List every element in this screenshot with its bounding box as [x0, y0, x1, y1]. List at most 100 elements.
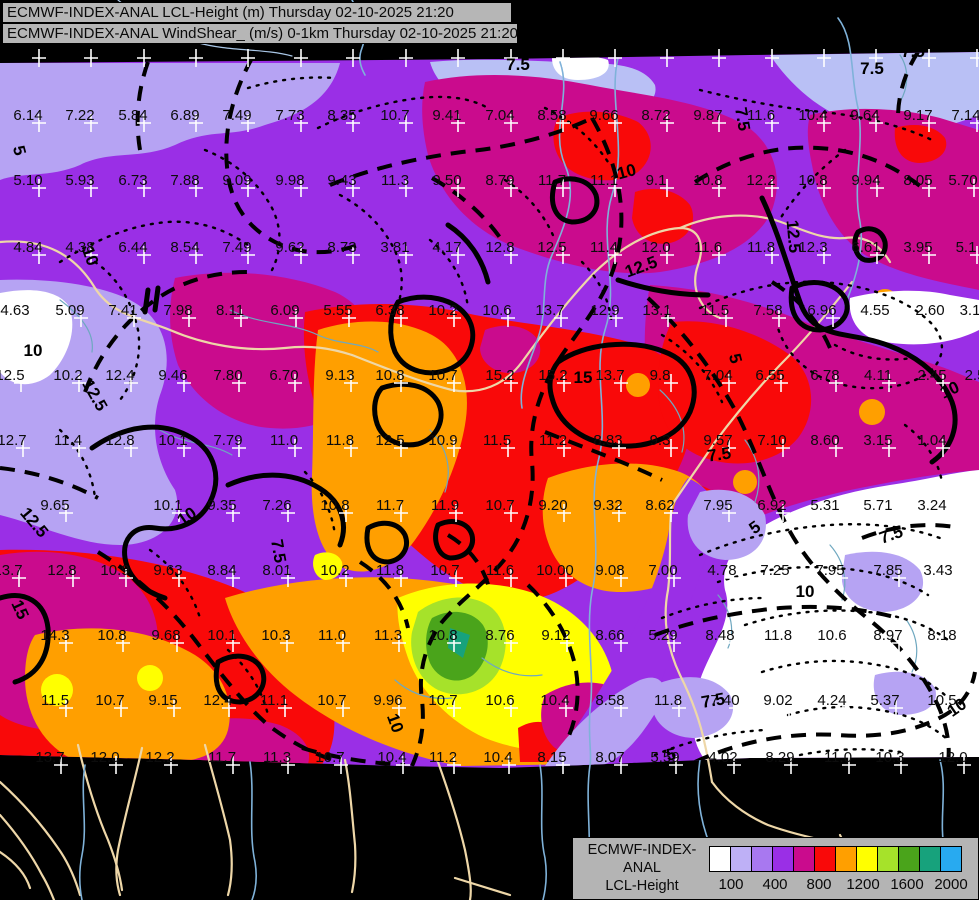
grid-value-label: 10.9	[100, 562, 129, 579]
contour-label: 7.5	[506, 55, 530, 74]
grid-cross	[957, 756, 971, 774]
grid-cross	[765, 49, 779, 67]
legend-model-name: ECMWF-INDEX-ANAL	[587, 842, 697, 876]
grid-value-label: 11.4	[590, 239, 618, 256]
grid-value-label: 10.7	[428, 367, 457, 384]
grid-value-label: 6.14	[13, 107, 42, 124]
grid-value-label: 10.1	[207, 627, 236, 644]
grid-value-label: 11.2	[539, 432, 567, 449]
grid-value-label: 8.01	[262, 562, 291, 579]
grid-cross	[609, 309, 623, 327]
legend-color-swatches	[709, 846, 962, 872]
grid-value-label: 8.18	[927, 627, 956, 644]
grid-cross	[504, 504, 518, 522]
grid-value-label: 9.1	[646, 172, 667, 189]
grid-value-label: 7.85	[873, 562, 902, 579]
grid-value-label: 12.8	[105, 432, 134, 449]
grid-value-label: 6.09	[270, 302, 299, 319]
grid-value-label: 12.4	[105, 367, 134, 384]
grid-cross	[54, 756, 68, 774]
grid-value-label: 11.5	[483, 432, 511, 449]
grid-cross	[16, 439, 30, 457]
grid-cross	[346, 49, 360, 67]
grid-value-label: 10.6	[485, 692, 514, 709]
grid-value-label: 12.2	[746, 172, 775, 189]
grid-value-label: 11.8	[376, 562, 404, 579]
grid-value-label: 11.1	[260, 692, 288, 709]
grid-cross	[396, 756, 410, 774]
grid-value-label: 12.8	[47, 562, 76, 579]
grid-cross	[447, 699, 461, 717]
grid-value-label: 8.60	[810, 432, 839, 449]
grid-value-label: 12.4	[203, 692, 232, 709]
grid-cross	[241, 179, 255, 197]
grid-cross	[614, 374, 628, 392]
grid-cross	[922, 49, 936, 67]
grid-cross	[504, 114, 518, 132]
grid-cross	[59, 634, 73, 652]
grid-cross	[504, 634, 518, 652]
grid-cross	[502, 756, 516, 774]
grid-value-label: 3.43	[923, 562, 952, 579]
grid-value-label: 7.00	[648, 562, 677, 579]
legend-units: m	[577, 895, 707, 900]
grid-cross	[829, 504, 843, 522]
grid-cross	[504, 569, 518, 587]
grid-cross	[222, 699, 236, 717]
grid-value-label: 3.1	[960, 302, 979, 319]
grid-value-label: 12.0	[938, 749, 967, 766]
grid-value-label: 11.1	[590, 172, 618, 189]
grid-value-label: 8.66	[595, 627, 624, 644]
grid-value-label: 1.04	[917, 432, 946, 449]
legend-swatch	[751, 846, 773, 872]
grid-cross	[722, 374, 736, 392]
grid-value-label: 11.8	[764, 627, 792, 644]
grid-cross	[451, 246, 465, 264]
grid-value-label: 10.5	[927, 692, 956, 709]
grid-cross	[608, 49, 622, 67]
grid-cross	[970, 49, 979, 67]
grid-value-label: 5.70	[948, 172, 977, 189]
grid-cross	[72, 439, 86, 457]
grid-value-label: 10.3	[875, 749, 904, 766]
grid-value-label: 11.0	[824, 749, 852, 766]
grid-cross	[74, 309, 88, 327]
grid-cross	[294, 179, 308, 197]
grid-cross	[84, 114, 98, 132]
legend-swatch	[814, 846, 836, 872]
grid-value-label: 9.98	[275, 172, 304, 189]
grid-cross	[842, 756, 856, 774]
legend-tick-label: 800	[806, 876, 832, 893]
grid-cross	[817, 49, 831, 67]
grid-value-label: 9.50	[432, 172, 461, 189]
grid-cross	[729, 699, 743, 717]
grid-cross	[882, 504, 896, 522]
grid-cross	[614, 756, 628, 774]
grid-cross	[559, 569, 573, 587]
grid-cross	[124, 439, 138, 457]
grid-value-label: 9.08	[595, 562, 624, 579]
grid-value-label: 10.4	[540, 692, 569, 709]
grid-value-label: 8.79	[485, 172, 514, 189]
grid-value-label: 7.98	[163, 302, 192, 319]
grid-cross	[661, 309, 675, 327]
grid-cross	[772, 309, 786, 327]
grid-cross	[829, 374, 843, 392]
grid-value-label: 11.3	[381, 172, 409, 189]
grid-value-label: 7.25	[760, 562, 789, 579]
grid-value-label: 6.44	[118, 239, 147, 256]
grid-cross	[556, 246, 570, 264]
grid-value-label: 10.7	[380, 107, 409, 124]
grid-cross	[557, 439, 571, 457]
grid-cross	[664, 504, 678, 522]
grid-value-label: 10.6	[482, 302, 511, 319]
grid-value-label: 10.7	[317, 692, 346, 709]
legend-tick-label: 400	[762, 876, 788, 893]
grid-cross	[232, 439, 246, 457]
grid-value-label: 9.35	[207, 497, 236, 514]
grid-cross	[177, 374, 191, 392]
title-bar-windshear: ECMWF-INDEX-ANAL WindShear_ (m/s) 0-1km …	[2, 23, 518, 44]
legend-swatch	[709, 846, 731, 872]
grid-value-label: 9.09	[222, 172, 251, 189]
